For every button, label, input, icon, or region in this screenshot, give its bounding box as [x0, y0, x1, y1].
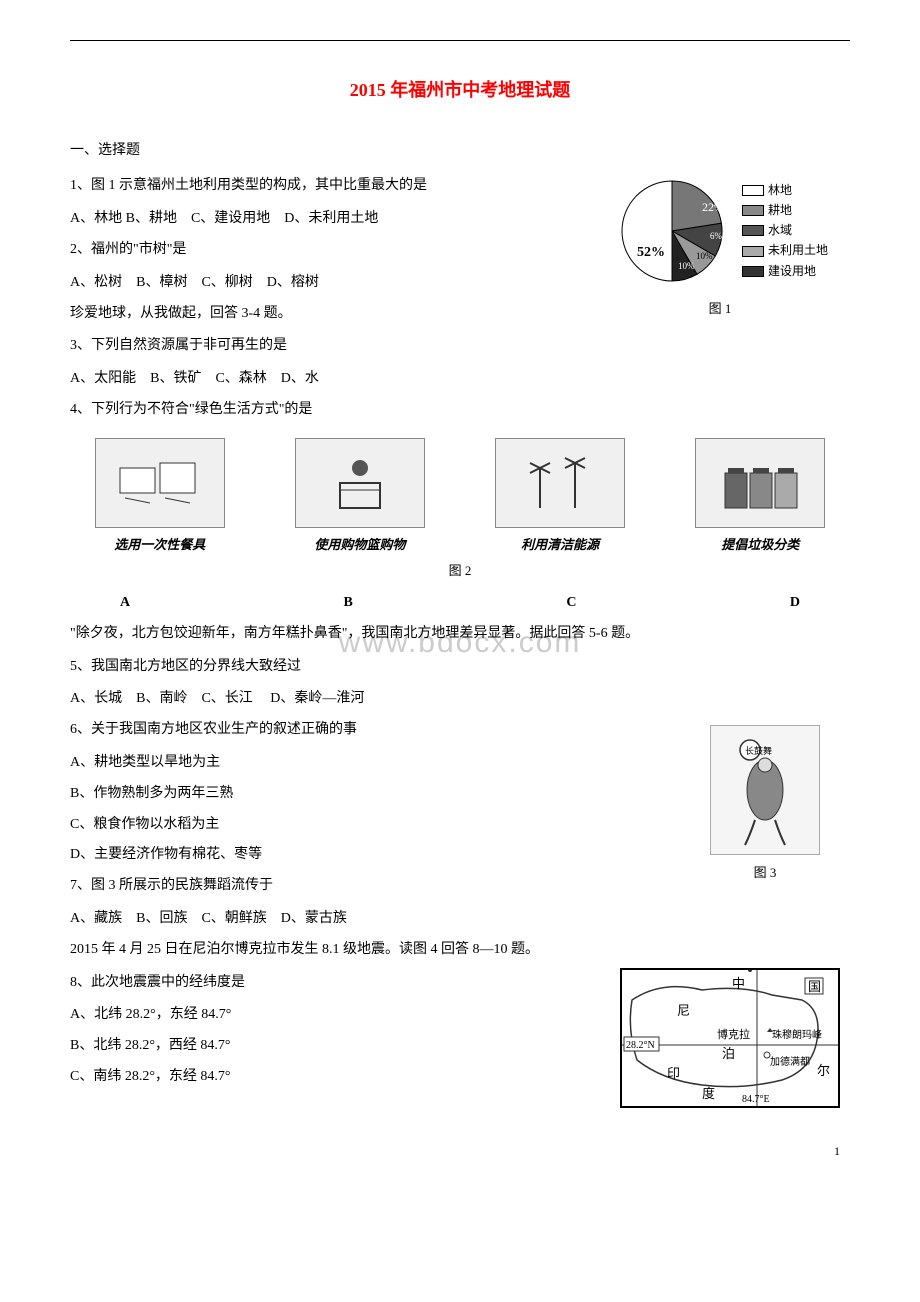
question-5: 5、我国南北方地区的分界线大致经过: [70, 652, 850, 683]
figure-4: 中 国 尼 泊 博克拉 珠穆朗玛峰 加德满都 尔 印 度 28.2°N 84.7…: [620, 968, 840, 1108]
exam-title: 2015 年福州市中考地理试题: [70, 71, 850, 111]
pie-chart: 22% 52% 6% 10% 10%: [612, 171, 742, 291]
svg-text:10%: 10%: [696, 251, 713, 261]
figure-3-label: 图 3: [710, 859, 820, 888]
question-4: 4、下列行为不符合"绿色生活方式"的是: [70, 395, 850, 426]
svg-text:博克拉: 博克拉: [717, 1027, 750, 1041]
option-a-letter: A: [120, 588, 130, 619]
intro-8-10: 2015 年 4 月 25 日在尼泊尔博克拉市发生 8.1 级地震。读图 4 回…: [70, 935, 850, 966]
question-5-options: A、长城 B、南岭 C、长江 D、秦岭—淮河: [70, 684, 850, 715]
figure-2-item-d: 提倡垃圾分类: [671, 438, 850, 560]
svg-text:国: 国: [808, 979, 821, 994]
svg-text:84.7°E: 84.7°E: [742, 1094, 770, 1105]
page-number: 1: [70, 1138, 850, 1164]
section-header: 一、选择题: [70, 136, 850, 167]
svg-text:加德满都: 加德满都: [770, 1055, 810, 1068]
option-b-letter: B: [344, 588, 353, 619]
figure-3: 长鼓舞 图 3: [710, 725, 820, 888]
question-7-options: A、藏族 B、回族 C、朝鲜族 D、蒙古族: [70, 904, 850, 935]
svg-text:52%: 52%: [637, 245, 665, 260]
intro-5-6: "除夕夜，北方包饺迎新年，南方年糕扑鼻香"，我国南北方地理差异显著。据此回答 5…: [70, 619, 850, 650]
svg-text:尔: 尔: [817, 1063, 830, 1078]
figure-1: 22% 52% 6% 10% 10% 林地 耕地 水域 未利用土地 建设用地 图…: [590, 171, 850, 324]
figure-2-label: 图 2: [70, 557, 850, 586]
svg-text:28.2°N: 28.2°N: [626, 1040, 655, 1051]
svg-text:中: 中: [732, 976, 745, 991]
svg-text:长鼓舞: 长鼓舞: [745, 745, 772, 756]
svg-text:珠穆朗玛峰: 珠穆朗玛峰: [772, 1028, 822, 1041]
option-c-letter: C: [566, 588, 576, 619]
svg-text:度: 度: [702, 1086, 715, 1101]
svg-text:尼: 尼: [677, 1003, 690, 1018]
option-d-letter: D: [790, 588, 800, 619]
svg-text:6%: 6%: [710, 231, 723, 241]
figure-2-row: 选用一次性餐具 使用购物篮购物 利用清洁能源 提倡垃圾分类: [70, 438, 850, 560]
figure-2-item-a: 选用一次性餐具: [70, 438, 249, 560]
figure-2-item-c: 利用清洁能源: [470, 438, 649, 560]
svg-text:10%: 10%: [678, 261, 695, 271]
figure-2-item-b: 使用购物篮购物: [270, 438, 449, 560]
svg-text:22%: 22%: [702, 200, 724, 214]
question-3: 3、下列自然资源属于非可再生的是: [70, 331, 850, 362]
svg-text:泊: 泊: [722, 1046, 735, 1061]
question-3-options: A、太阳能 B、铁矿 C、森林 D、水: [70, 364, 850, 395]
pie-legend: 林地 耕地 水域 未利用土地 建设用地: [742, 181, 828, 282]
svg-text:印: 印: [667, 1066, 680, 1081]
figure-1-label: 图 1: [590, 295, 850, 324]
